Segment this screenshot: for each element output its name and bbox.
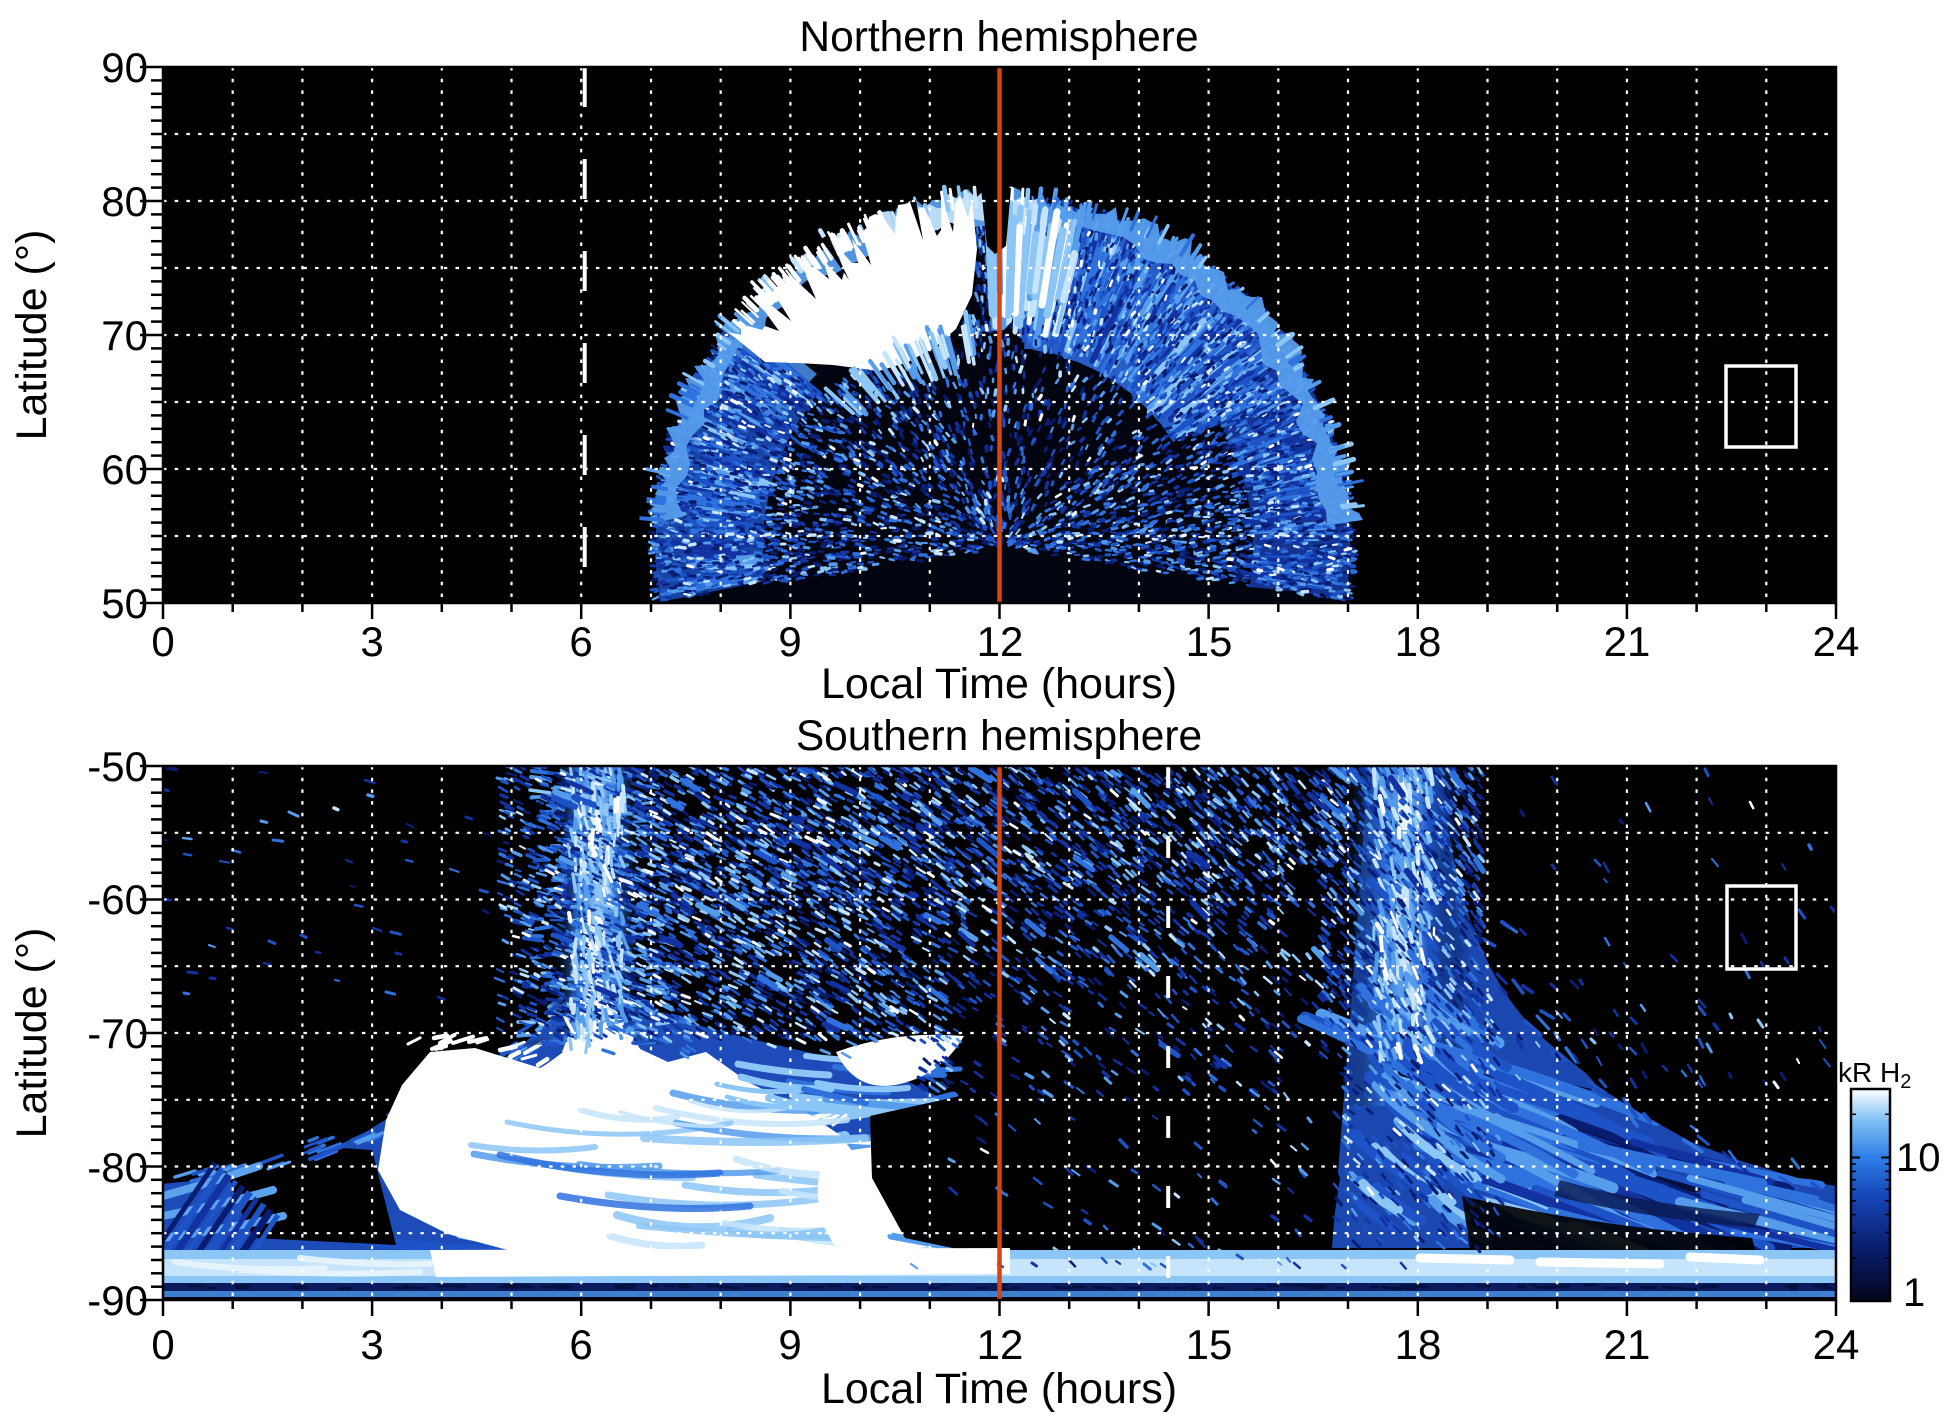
svg-text:9: 9 — [778, 618, 801, 665]
svg-text:1: 1 — [1903, 1271, 1925, 1315]
svg-text:-80: -80 — [87, 1144, 148, 1191]
svg-text:-60: -60 — [87, 876, 148, 923]
svg-text:24: 24 — [1813, 1321, 1860, 1368]
svg-text:0: 0 — [151, 618, 174, 665]
svg-text:50: 50 — [101, 580, 148, 627]
svg-text:90: 90 — [101, 44, 148, 91]
svg-text:3: 3 — [360, 1321, 383, 1368]
svg-text:24: 24 — [1813, 618, 1860, 665]
svg-text:-50: -50 — [87, 743, 148, 790]
svg-text:kR H2: kR H2 — [1838, 1057, 1911, 1093]
svg-text:-90: -90 — [87, 1277, 148, 1324]
svg-text:9: 9 — [778, 1321, 801, 1368]
svg-text:6: 6 — [569, 618, 592, 665]
svg-text:10: 10 — [1896, 1136, 1941, 1180]
svg-text:21: 21 — [1604, 1321, 1651, 1368]
svg-text:3: 3 — [360, 618, 383, 665]
svg-text:Local Time (hours): Local Time (hours) — [821, 660, 1177, 708]
svg-text:0: 0 — [151, 1321, 174, 1368]
svg-text:18: 18 — [1395, 1321, 1442, 1368]
svg-text:Latitude (°): Latitude (°) — [8, 230, 56, 441]
svg-text:Southern hemisphere: Southern hemisphere — [796, 713, 1202, 760]
svg-text:Latitude (°): Latitude (°) — [8, 928, 56, 1139]
svg-text:18: 18 — [1395, 618, 1442, 665]
svg-text:60: 60 — [101, 446, 148, 493]
svg-text:21: 21 — [1604, 618, 1651, 665]
svg-text:-70: -70 — [87, 1010, 148, 1057]
svg-text:12: 12 — [977, 1321, 1024, 1368]
svg-text:15: 15 — [1186, 618, 1233, 665]
svg-text:12: 12 — [977, 618, 1024, 665]
svg-text:Local Time (hours): Local Time (hours) — [821, 1365, 1177, 1413]
svg-text:Northern hemisphere: Northern hemisphere — [799, 14, 1198, 61]
svg-text:6: 6 — [569, 1321, 592, 1368]
svg-text:80: 80 — [101, 178, 148, 225]
svg-text:15: 15 — [1186, 1321, 1233, 1368]
svg-text:70: 70 — [101, 312, 148, 359]
